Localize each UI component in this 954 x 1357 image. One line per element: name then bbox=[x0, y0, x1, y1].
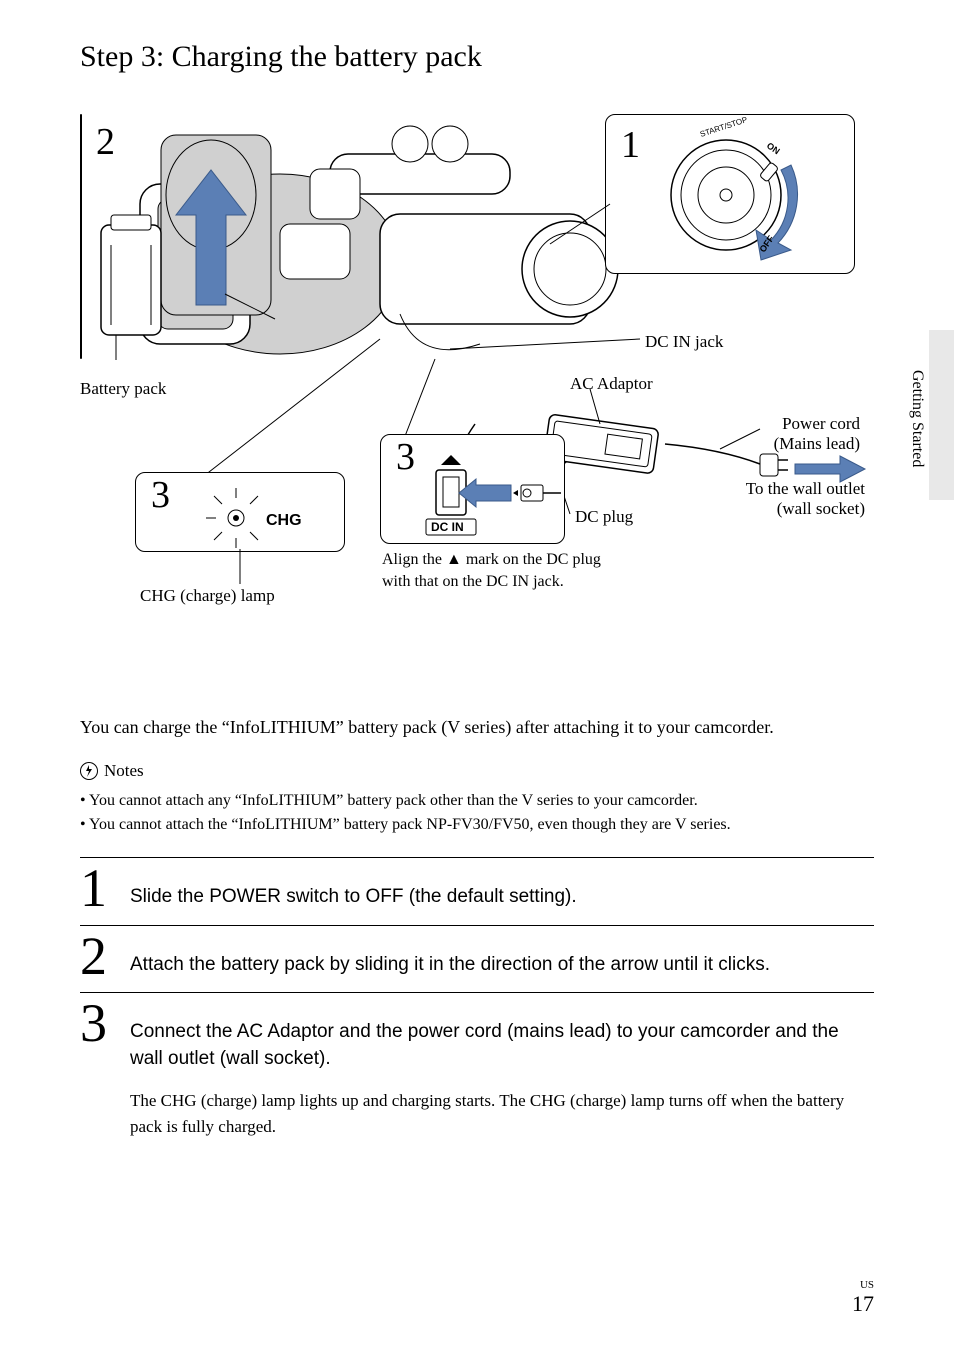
chg-leader bbox=[220, 549, 260, 589]
step-number: 2 bbox=[80, 932, 110, 981]
step-text: Attach the battery pack by sliding it in… bbox=[130, 952, 874, 979]
label-wall-l1: To the wall outlet bbox=[746, 479, 865, 498]
footer-page-number: 17 bbox=[852, 1291, 874, 1317]
note-item: You cannot attach the “InfoLITHIUM” batt… bbox=[80, 813, 874, 837]
steps-list: 1 Slide the POWER switch to OFF (the def… bbox=[80, 857, 874, 1151]
notes-list: You cannot attach any “InfoLITHIUM” batt… bbox=[80, 789, 874, 837]
diagram: 2 Battery pack 1 bbox=[80, 114, 870, 644]
step-number: 1 bbox=[80, 864, 110, 913]
chg-text: CHG bbox=[266, 512, 302, 529]
label-wall-l2: (wall socket) bbox=[777, 499, 865, 518]
footer-region: US bbox=[852, 1279, 874, 1291]
page-footer: US 17 bbox=[852, 1279, 874, 1317]
step-text: Slide the POWER switch to OFF (the defau… bbox=[130, 884, 874, 911]
step-text: Connect the AC Adaptor and the power cor… bbox=[130, 1019, 874, 1072]
step-1: 1 Slide the POWER switch to OFF (the def… bbox=[80, 857, 874, 925]
callout-box-3b: 3 DC IN bbox=[380, 434, 565, 544]
dial-label-start: START/STOP bbox=[699, 115, 749, 139]
page-content: Step 3: Charging the battery pack bbox=[0, 0, 954, 1357]
step-number: 3 bbox=[80, 999, 110, 1048]
note-item: You cannot attach any “InfoLITHIUM” batt… bbox=[80, 789, 874, 813]
notes-icon bbox=[80, 762, 98, 780]
step-2: 2 Attach the battery pack by sliding it … bbox=[80, 925, 874, 993]
page-title: Step 3: Charging the battery pack bbox=[80, 40, 874, 74]
label-align: Align the ▲ mark on the DC plug with tha… bbox=[382, 549, 601, 592]
step-subtext: The CHG (charge) lamp lights up and char… bbox=[130, 1088, 874, 1139]
step-3: 3 Connect the AC Adaptor and the power c… bbox=[80, 992, 874, 1151]
dcin-text: DC IN bbox=[431, 520, 464, 534]
chg-lamp-illustration: CHG bbox=[136, 473, 346, 553]
label-power-cord-l2: (Mains lead) bbox=[774, 434, 860, 453]
power-dial-illustration: START/STOP ON OFF bbox=[606, 115, 856, 275]
notes-header: Notes bbox=[80, 761, 874, 781]
label-power-cord: Power cord (Mains lead) bbox=[700, 414, 860, 454]
label-chg-lamp: CHG (charge) lamp bbox=[140, 586, 275, 606]
label-wall-outlet: To the wall outlet (wall socket) bbox=[705, 479, 865, 519]
callout-box-1: 1 START/STOP ON OFF bbox=[605, 114, 855, 274]
label-dc-in-jack: DC IN jack bbox=[645, 332, 723, 352]
battery-insert-illustration bbox=[81, 115, 291, 360]
label-align-l2: with that on the DC IN jack. bbox=[382, 573, 564, 590]
label-ac-adaptor: AC Adaptor bbox=[570, 374, 653, 394]
label-power-cord-l1: Power cord bbox=[782, 414, 860, 433]
label-dc-plug: DC plug bbox=[575, 507, 633, 527]
callout-box-3a: 3 CHG bbox=[135, 472, 345, 552]
dial-label-on: ON bbox=[765, 140, 782, 156]
callout-box-2: 2 bbox=[80, 114, 82, 359]
notes-title: Notes bbox=[104, 761, 144, 781]
intro-text: You can charge the “InfoLITHIUM” battery… bbox=[80, 714, 874, 741]
label-battery-pack: Battery pack bbox=[80, 379, 166, 399]
label-align-l1: Align the ▲ mark on the DC plug bbox=[382, 551, 601, 568]
dcin-illustration: DC IN bbox=[381, 435, 566, 545]
